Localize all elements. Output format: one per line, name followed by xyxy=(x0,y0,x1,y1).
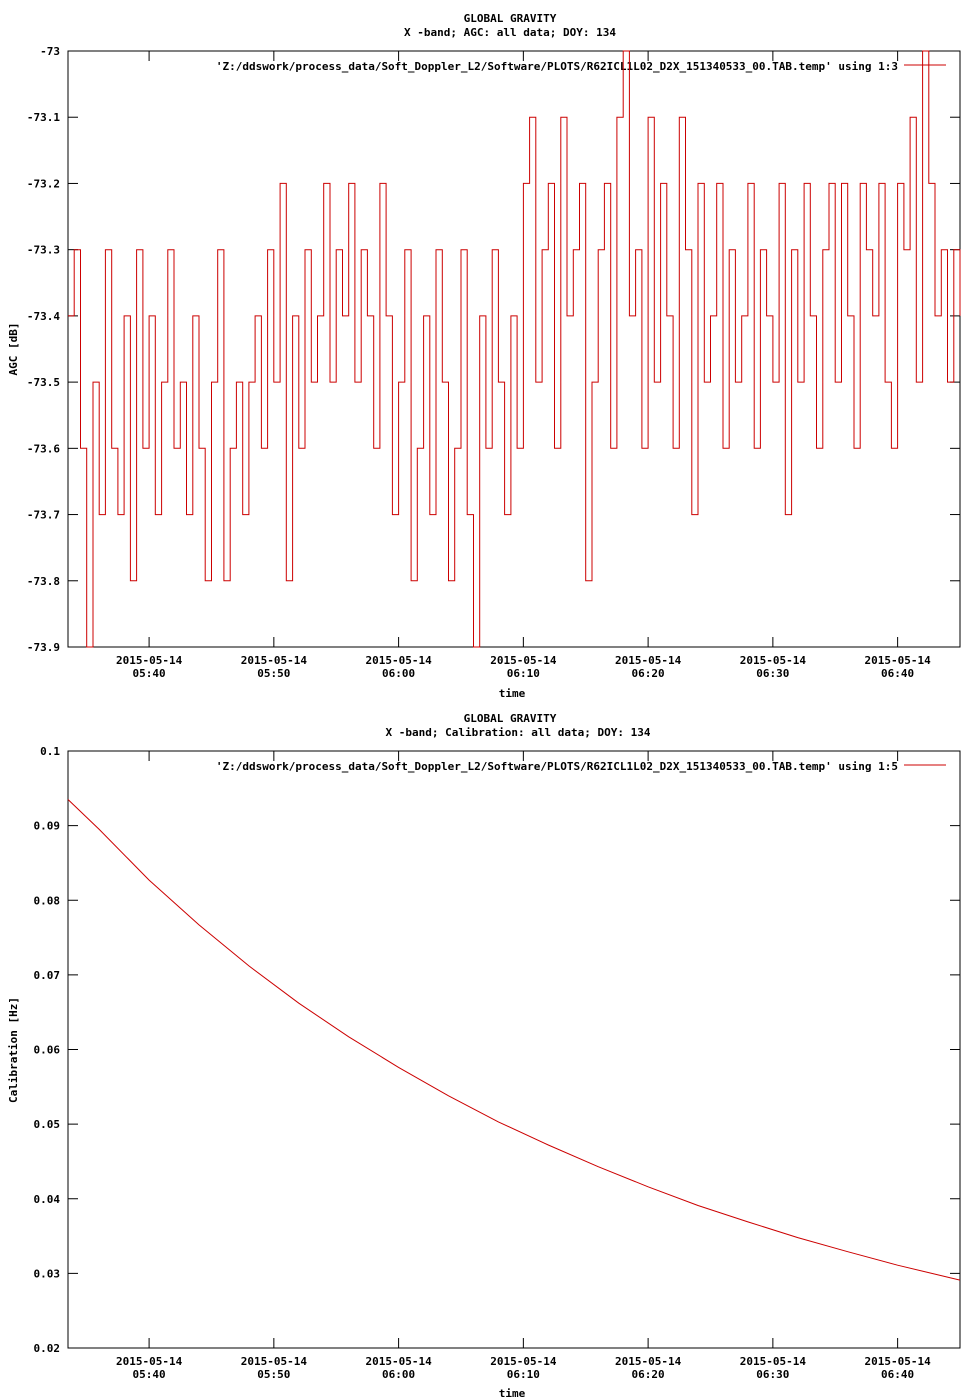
calibration-chart: GLOBAL GRAVITY X -band; Calibration: all… xyxy=(7,712,961,1400)
x-tick-date: 2015-05-14 xyxy=(365,654,432,667)
plot-frame xyxy=(67,750,961,1349)
chart-subtitle: X -band; AGC: all data; DOY: 134 xyxy=(404,26,616,39)
x-axis-label: time xyxy=(499,1387,526,1400)
y-tick-label: -73.2 xyxy=(27,177,60,190)
x-tick-time: 06:00 xyxy=(382,1368,415,1381)
y-tick-label: -73.6 xyxy=(27,442,60,455)
x-tick-time: 06:20 xyxy=(632,1368,665,1381)
x-tick-date: 2015-05-14 xyxy=(116,1355,183,1368)
series-line xyxy=(67,799,961,1281)
agc-chart: GLOBAL GRAVITY X -band; AGC: all data; D… xyxy=(7,12,961,700)
x-tick-date: 2015-05-14 xyxy=(865,654,932,667)
plot-frame xyxy=(67,50,961,648)
y-axis-label: Calibration [Hz] xyxy=(7,997,20,1103)
x-tick-time: 06:40 xyxy=(881,667,914,680)
x-tick-time: 05:40 xyxy=(133,1368,166,1381)
y-tick-label: 0.1 xyxy=(40,745,60,758)
x-axis-label: time xyxy=(499,687,526,700)
series-line xyxy=(68,50,961,648)
x-tick-date: 2015-05-14 xyxy=(490,1355,557,1368)
y-axis-label: AGC [dB] xyxy=(7,323,20,376)
y-tick-label: 0.05 xyxy=(34,1118,61,1131)
x-tick-date: 2015-05-14 xyxy=(865,1355,932,1368)
y-tick-label: 0.09 xyxy=(34,820,61,833)
y-tick-label: 0.04 xyxy=(34,1193,61,1206)
x-tick-time: 06:10 xyxy=(507,667,540,680)
y-ticks: 0.1 0.09 0.08 0.07 0.06 0.05 0.04 0.03 0.02 xyxy=(34,745,960,1355)
x-tick-date: 2015-05-14 xyxy=(116,654,183,667)
x-tick-date: 2015-05-14 xyxy=(740,1355,807,1368)
y-tick-label: -73.4 xyxy=(27,310,60,323)
x-tick-time: 06:10 xyxy=(507,1368,540,1381)
x-tick-date: 2015-05-14 xyxy=(615,654,682,667)
chart-title: GLOBAL GRAVITY xyxy=(464,12,557,25)
x-tick-date: 2015-05-14 xyxy=(740,654,807,667)
x-tick-time: 05:50 xyxy=(257,1368,290,1381)
legend-label: 'Z:/ddswork/process_data/Soft_Doppler_L2… xyxy=(216,60,898,73)
y-tick-label: -73.8 xyxy=(27,575,60,588)
x-ticks: 2015-05-1405:402015-05-1405:502015-05-14… xyxy=(116,751,931,1381)
x-tick-date: 2015-05-14 xyxy=(241,1355,308,1368)
legend-label: 'Z:/ddswork/process_data/Soft_Doppler_L2… xyxy=(216,760,898,773)
x-tick-date: 2015-05-14 xyxy=(615,1355,682,1368)
x-tick-time: 05:40 xyxy=(133,667,166,680)
x-tick-time: 05:50 xyxy=(257,667,290,680)
y-tick-label: 0.03 xyxy=(34,1267,61,1280)
y-tick-label: 0.06 xyxy=(34,1044,61,1057)
x-tick-time: 06:30 xyxy=(756,667,789,680)
x-ticks: 2015-05-1405:402015-05-1405:502015-05-14… xyxy=(116,51,931,680)
y-tick-label: 0.08 xyxy=(34,894,61,907)
x-tick-date: 2015-05-14 xyxy=(490,654,557,667)
x-tick-time: 06:30 xyxy=(756,1368,789,1381)
y-tick-label: -73.3 xyxy=(27,244,60,257)
y-ticks: -73 -73.1 -73.2 -73.3 -73.4 -73.5 -73.6 -73.7 -7… xyxy=(27,45,960,654)
y-tick-label: -73.9 xyxy=(27,641,60,654)
chart-subtitle: X -band; Calibration: all data; DOY: 134 xyxy=(386,726,651,739)
y-tick-label: 0.07 xyxy=(34,969,61,982)
x-tick-time: 06:20 xyxy=(632,667,665,680)
chart-title: GLOBAL GRAVITY xyxy=(464,712,557,725)
x-tick-time: 06:40 xyxy=(881,1368,914,1381)
y-tick-label: -73 xyxy=(40,45,60,58)
x-tick-date: 2015-05-14 xyxy=(365,1355,432,1368)
y-tick-label: 0.02 xyxy=(34,1342,61,1355)
y-tick-label: -73.7 xyxy=(27,509,60,522)
x-tick-time: 06:00 xyxy=(382,667,415,680)
y-tick-label: -73.5 xyxy=(27,376,60,389)
y-tick-label: -73.1 xyxy=(27,111,60,124)
x-tick-date: 2015-05-14 xyxy=(241,654,308,667)
